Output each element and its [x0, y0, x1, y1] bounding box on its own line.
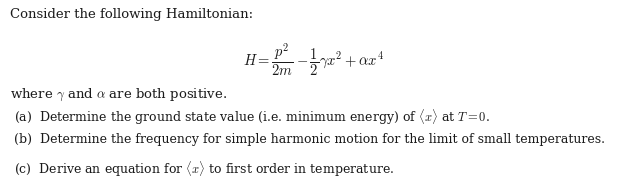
Text: where $\gamma$ and $\alpha$ are both positive.: where $\gamma$ and $\alpha$ are both pos… — [10, 87, 227, 103]
Text: (a)  Determine the ground state value (i.e. minimum energy) of $\langle x \rangl: (a) Determine the ground state value (i.… — [14, 107, 490, 127]
Text: Consider the following Hamiltonian:: Consider the following Hamiltonian: — [10, 8, 253, 21]
Text: $H = \dfrac{p^2}{2m} - \dfrac{1}{2}\gamma x^2 + \alpha x^4$: $H = \dfrac{p^2}{2m} - \dfrac{1}{2}\gamm… — [244, 42, 384, 78]
Text: (b)  Determine the frequency for simple harmonic motion for the limit of small t: (b) Determine the frequency for simple h… — [14, 133, 605, 146]
Text: (c)  Derive an equation for $\langle x \rangle$ to first order in temperature.: (c) Derive an equation for $\langle x \r… — [14, 159, 394, 179]
